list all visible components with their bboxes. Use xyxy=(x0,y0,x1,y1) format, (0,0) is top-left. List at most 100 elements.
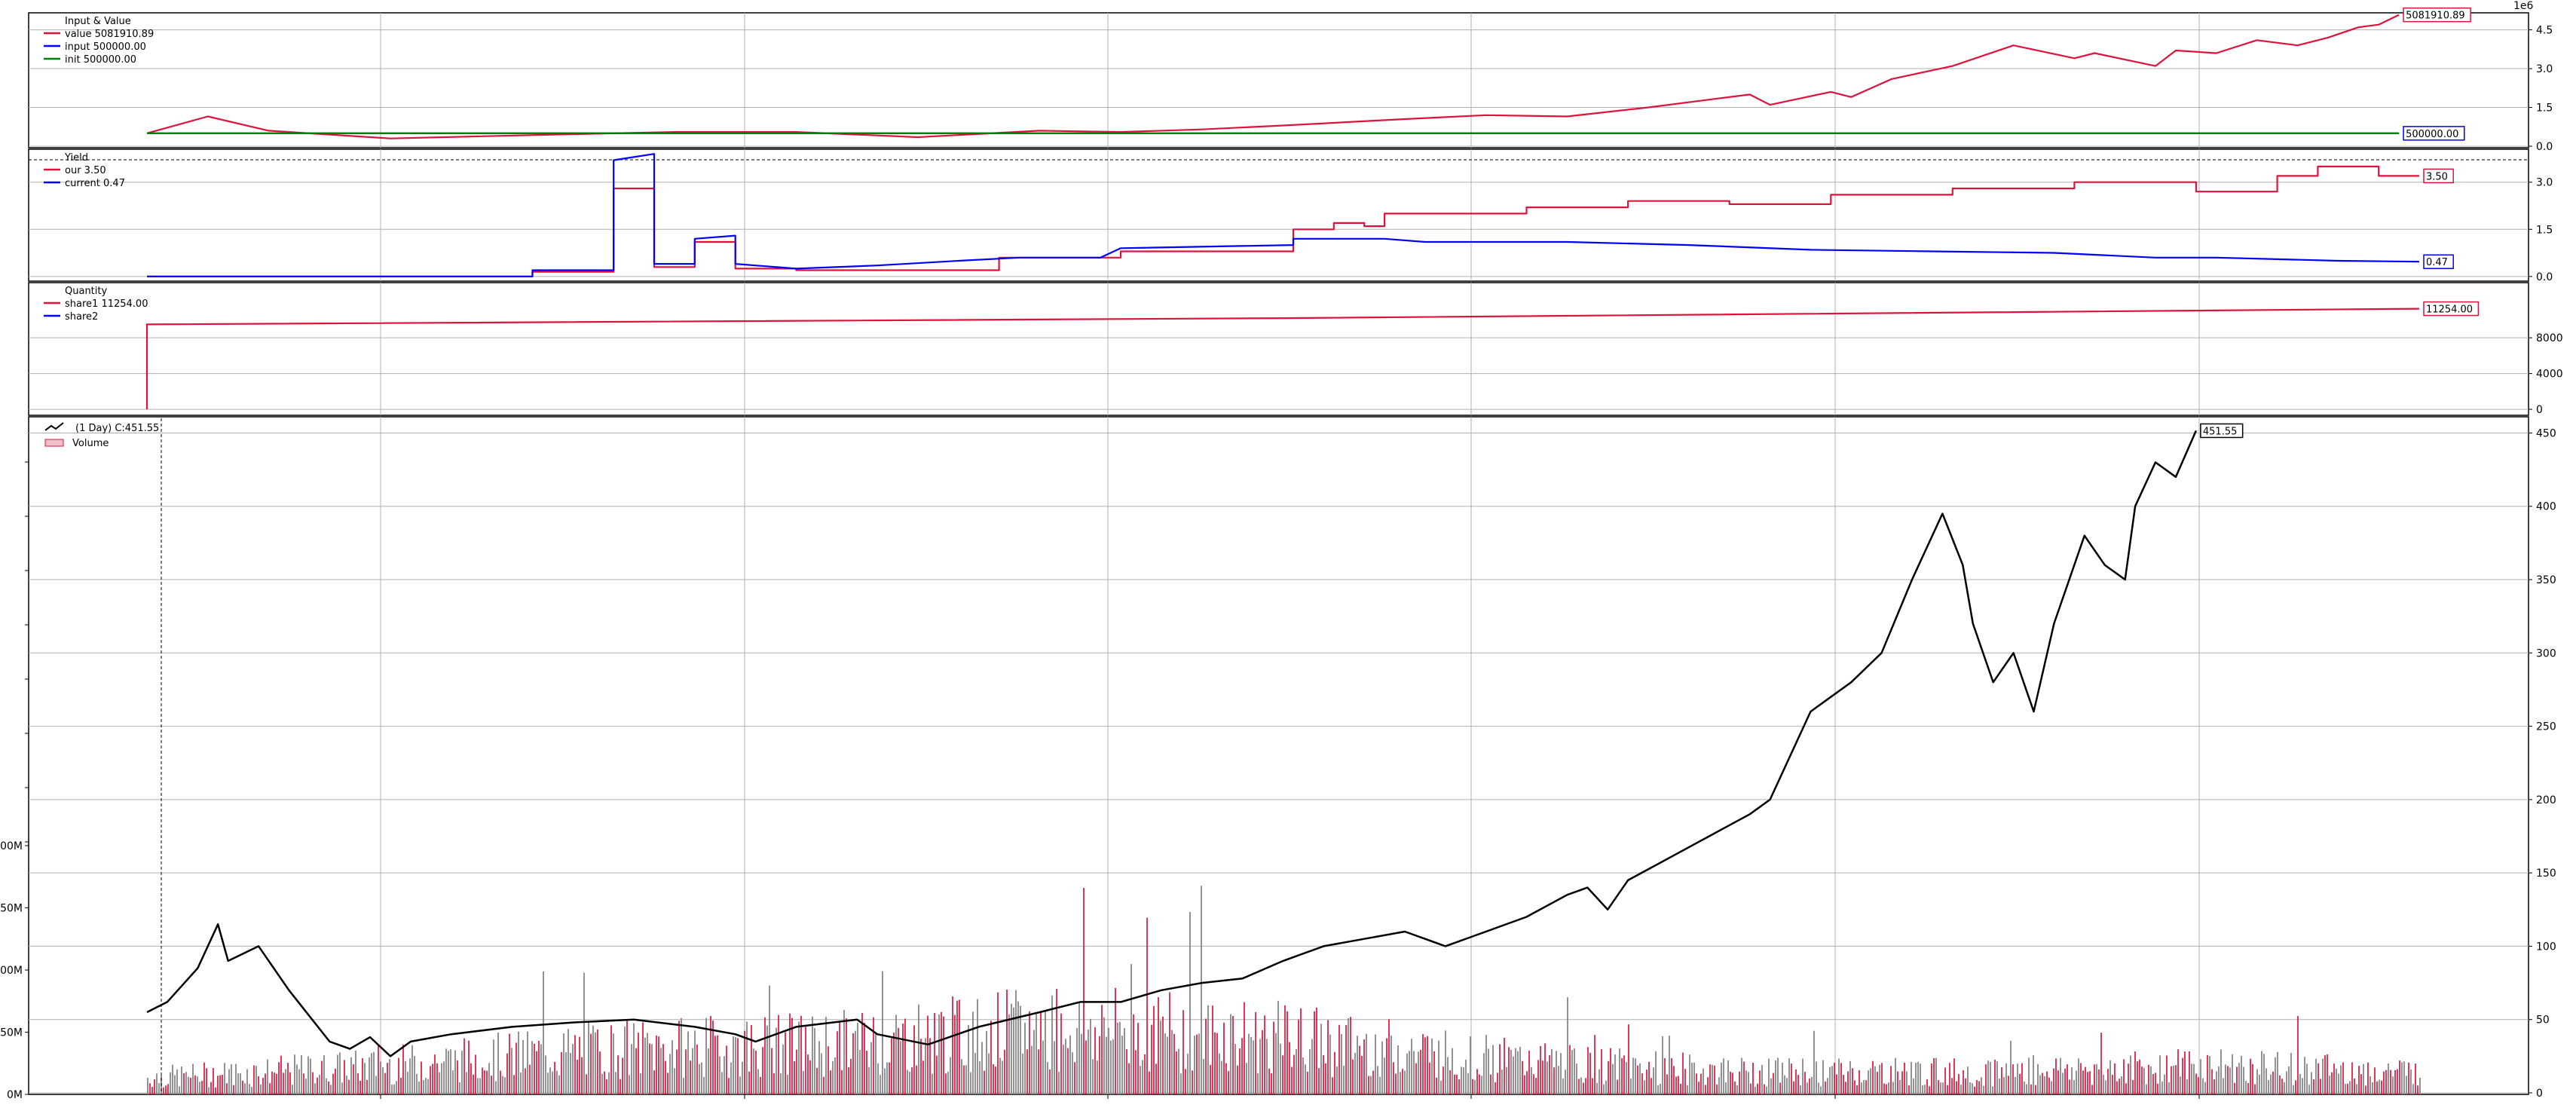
volume-bar xyxy=(583,972,585,1094)
volume-bar xyxy=(1908,1085,1910,1094)
volume-bar xyxy=(1565,1070,1566,1094)
volume-bar xyxy=(1221,1060,1222,1094)
volume-bar xyxy=(2195,1073,2197,1094)
volume-bar xyxy=(1101,1005,1103,1094)
volume-bar xyxy=(647,1033,648,1094)
volume-bar xyxy=(1614,1054,1616,1094)
volume-bar xyxy=(362,1057,363,1094)
volume-bar xyxy=(1284,1005,1286,1094)
volume-bar xyxy=(1404,1070,1406,1094)
volume-bar xyxy=(1341,1034,1342,1094)
volume-bar xyxy=(1678,1076,1679,1094)
volume-bar xyxy=(701,1062,702,1094)
volume-bar xyxy=(1865,1080,1867,1094)
volume-bar xyxy=(2225,1064,2226,1094)
volume-bar xyxy=(1513,1056,1514,1094)
volume-bar xyxy=(2403,1061,2405,1094)
volume-bar xyxy=(2369,1076,2371,1094)
volume-bar xyxy=(1433,1051,1435,1094)
volume-bar xyxy=(1020,1005,1021,1094)
volume-bar xyxy=(963,1065,965,1094)
y-tick-label: 1.5 xyxy=(2536,103,2553,115)
volume-bar xyxy=(2308,1085,2310,1094)
volume-bar xyxy=(2279,1075,2281,1094)
volume-bar xyxy=(1660,1083,1661,1094)
volume-bar xyxy=(800,1015,802,1094)
volume-bar xyxy=(581,1057,583,1094)
volume-bar xyxy=(572,1044,574,1094)
volume-bar xyxy=(1300,1008,1302,1094)
volume-bar xyxy=(1904,1062,1905,1094)
y-tick-label: 200 xyxy=(2536,794,2556,806)
volume-bar xyxy=(579,1036,580,1094)
volume-bar xyxy=(771,1048,772,1094)
volume-bar xyxy=(1782,1063,1783,1094)
volume-bar xyxy=(2360,1074,2362,1094)
volume-bar xyxy=(870,1042,872,1094)
volume-bar xyxy=(188,1076,189,1094)
volume-bar xyxy=(2180,1076,2181,1094)
volume-bar xyxy=(825,1017,827,1094)
volume-bar xyxy=(633,1023,635,1094)
volume-bar xyxy=(339,1052,341,1094)
volume-bar xyxy=(1714,1065,1715,1094)
volume-bar xyxy=(1809,1078,1810,1094)
volume-bar xyxy=(1067,1048,1069,1094)
volume-bar xyxy=(2094,1064,2095,1094)
volume-bar xyxy=(1146,917,1148,1094)
volume-bar xyxy=(2338,1073,2339,1094)
volume-bar xyxy=(556,1070,558,1094)
volume-bar xyxy=(1938,1080,1939,1094)
volume-bar xyxy=(624,1026,626,1094)
volume-bar xyxy=(1956,1081,1957,1094)
volume-bar xyxy=(237,1073,239,1094)
volume-bar xyxy=(1571,1050,1573,1094)
legend-title: Quantity xyxy=(65,286,107,297)
volume-bar xyxy=(1056,988,1057,1094)
volume-bar xyxy=(1271,1073,1272,1094)
volume-bar xyxy=(1947,1085,1948,1094)
y-tick-label: 150 xyxy=(2536,868,2556,880)
volume-bar xyxy=(167,1084,169,1094)
legend-volume-swatch xyxy=(44,439,64,447)
volume-bar xyxy=(1332,1077,1333,1094)
volume-bar xyxy=(1770,1078,1772,1094)
volume-bar xyxy=(1268,1068,1270,1094)
volume-bar xyxy=(1239,1048,1241,1094)
volume-bar xyxy=(2028,1057,2030,1094)
volume-bar xyxy=(884,1068,886,1094)
volume-bar xyxy=(1965,1078,1966,1094)
volume-bar xyxy=(2119,1079,2120,1094)
volume-bar xyxy=(913,1025,915,1094)
volume-bar xyxy=(1759,1070,1761,1094)
volume-bar xyxy=(461,1051,463,1094)
volume-bar xyxy=(1972,1083,1973,1094)
volume-bar xyxy=(1094,1027,1096,1094)
volume-bar xyxy=(1029,1011,1030,1094)
volume-bar xyxy=(855,1030,856,1094)
volume-bar xyxy=(832,1060,834,1094)
volume-bar xyxy=(1406,1053,1408,1094)
volume-bar xyxy=(2410,1070,2412,1094)
volume-bar xyxy=(1838,1058,1840,1094)
volume-bar xyxy=(642,1022,644,1094)
volume-bar xyxy=(2401,1062,2403,1094)
volume-bar xyxy=(312,1072,314,1094)
volume-bar xyxy=(269,1083,271,1094)
volume-bar xyxy=(604,1071,605,1094)
volume-bar xyxy=(2263,1054,2265,1094)
volume-bar xyxy=(1366,1033,1367,1094)
volume-bar xyxy=(1741,1057,1742,1094)
volume-bar xyxy=(346,1076,347,1094)
volume-bar xyxy=(1212,1005,1213,1094)
volume-bar xyxy=(2220,1049,2222,1094)
volume-bar xyxy=(2238,1063,2240,1094)
volume-bar xyxy=(809,1060,811,1094)
volume-bar xyxy=(303,1073,304,1094)
volume-bar xyxy=(2024,1082,2025,1094)
volume-bar xyxy=(1488,1048,1489,1094)
volume-bar xyxy=(1024,1022,1026,1094)
volume-bar xyxy=(314,1083,316,1094)
volume-bar xyxy=(739,1076,741,1094)
